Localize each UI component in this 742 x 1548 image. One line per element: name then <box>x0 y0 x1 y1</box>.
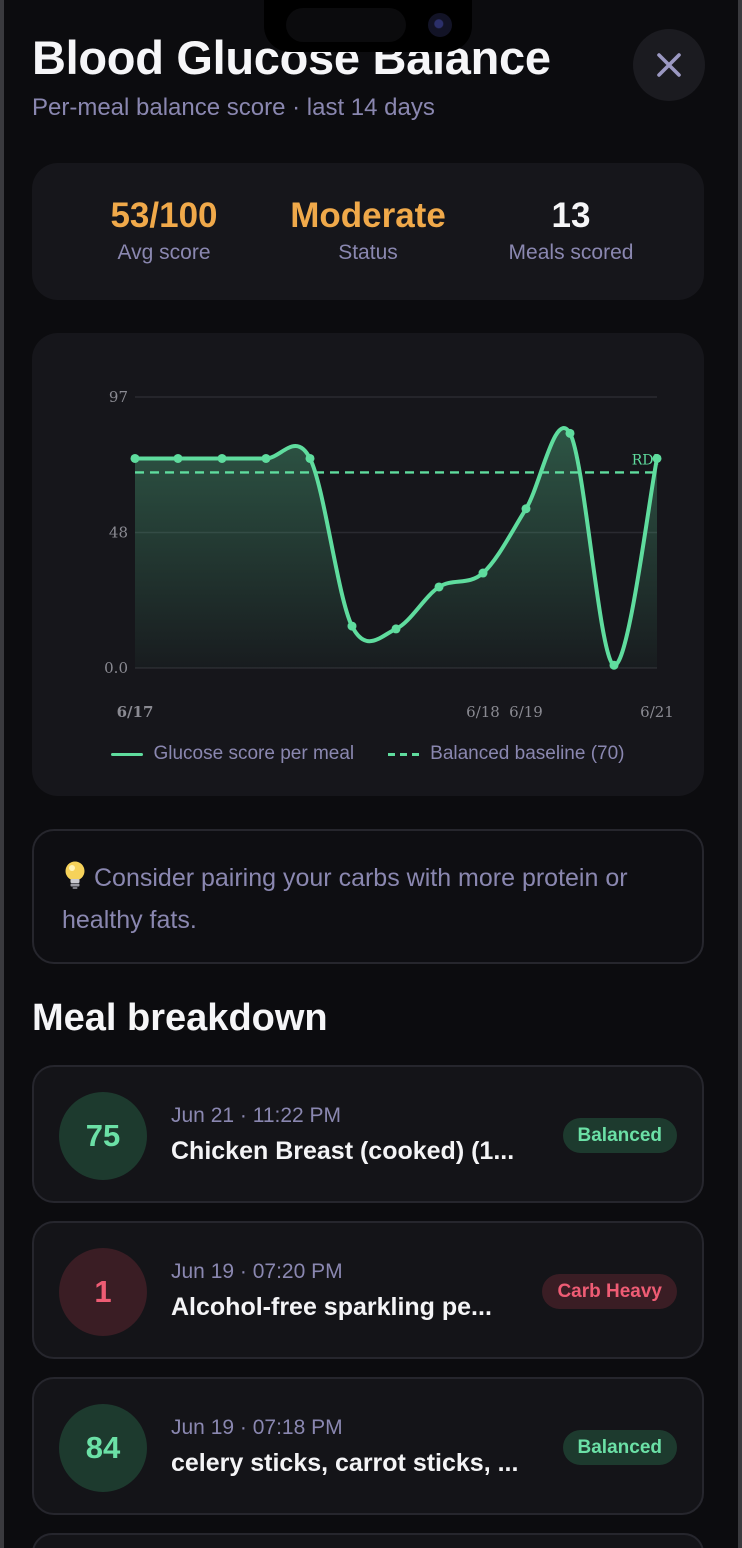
phone-frame-left <box>0 0 4 1548</box>
stat-label: Avg score <box>117 241 211 264</box>
stat-meals-scored: 13 Meals scored <box>461 195 681 265</box>
meal-time: Jun 19 · 07:18 PM <box>171 1416 343 1439</box>
legend-swatch-solid <box>111 752 144 756</box>
legend-item-series: Glucose score per meal <box>111 743 354 765</box>
data-point[interactable] <box>130 453 140 463</box>
series-area <box>135 428 657 668</box>
meal-breakdown-title: Meal breakdown <box>32 997 328 1039</box>
data-point[interactable] <box>652 453 662 463</box>
baseline-label: RDI <box>632 452 659 468</box>
data-point[interactable] <box>217 453 227 463</box>
y-tick-label: 48 <box>109 524 128 542</box>
meal-status-badge: Balanced <box>562 1118 677 1153</box>
meal-score-badge: 1 <box>59 1248 147 1336</box>
series-line <box>133 426 659 668</box>
page-subtitle: Per-meal balance score · last 14 days <box>32 94 435 121</box>
x-tick-label: 6/18 <box>466 703 500 721</box>
glucose-chart-card: RDI 97 48 0.0 6/17 6/18 6/19 6/21 Glucose sco… <box>32 333 704 796</box>
meal-row[interactable]: 1 Jun 19 · 07:20 PM Alcohol-free sparkli… <box>32 1221 704 1359</box>
y-tick-label: 0.0 <box>104 659 128 677</box>
stat-avg-score: 53/100 Avg score <box>54 195 274 265</box>
data-point[interactable] <box>478 568 488 578</box>
legend-item-baseline: Balanced baseline (70) <box>388 743 625 765</box>
meal-row[interactable]: 84 Jun 19 · 07:18 PM celery sticks, carr… <box>32 1377 704 1515</box>
legend-label: Glucose score per meal <box>153 743 355 764</box>
glucose-chart: RDI 97 48 0.0 6/17 6/18 6/19 6/21 <box>104 388 674 721</box>
tip-card: Consider pairing your carbs with more pr… <box>32 829 704 964</box>
meal-row-partial[interactable] <box>32 1533 704 1548</box>
data-point[interactable] <box>347 621 357 631</box>
meal-status-badge: Carb Heavy <box>542 1274 677 1309</box>
meal-row[interactable]: 75 Jun 21 · 11:22 PM Chicken Breast (coo… <box>32 1065 704 1203</box>
stat-status: Moderate Status <box>258 195 478 265</box>
x-tick-label: 6/19 <box>509 703 543 721</box>
phone-frame-right <box>738 0 742 1548</box>
legend-label: Balanced baseline (70) <box>430 743 625 764</box>
meal-status-badge: Balanced <box>562 1430 677 1465</box>
meal-name: Chicken Breast (cooked) (1... <box>171 1137 515 1165</box>
stat-value: 13 <box>551 196 591 235</box>
stat-label: Status <box>338 241 398 264</box>
data-point[interactable] <box>521 504 531 514</box>
data-point[interactable] <box>173 453 183 463</box>
stat-value: 53/100 <box>110 196 218 235</box>
x-tick-label: 6/21 <box>640 703 674 721</box>
tip-text: Consider pairing your carbs with more pr… <box>62 864 628 934</box>
chart-legend: Glucose score per meal Balanced baseline… <box>32 743 704 765</box>
data-point[interactable] <box>609 660 619 670</box>
data-point[interactable] <box>261 453 271 463</box>
close-button[interactable] <box>633 29 705 101</box>
data-point[interactable] <box>305 453 315 463</box>
y-tick-label: 97 <box>109 388 128 406</box>
close-icon <box>657 53 681 77</box>
meal-time: Jun 21 · 11:22 PM <box>171 1104 342 1127</box>
legend-swatch-dashed <box>388 752 421 756</box>
meal-name: Alcohol-free sparkling pe... <box>171 1293 492 1321</box>
meal-score-badge: 84 <box>59 1404 147 1492</box>
stat-value: Moderate <box>290 196 446 235</box>
meal-name: celery sticks, carrot sticks, ... <box>171 1449 519 1477</box>
meal-score-badge: 75 <box>59 1092 147 1180</box>
data-point[interactable] <box>434 582 444 592</box>
stat-label: Meals scored <box>508 241 634 264</box>
dynamic-island <box>264 0 472 52</box>
island-sensor <box>286 8 406 42</box>
lightbulb-icon <box>62 860 88 901</box>
camera-icon <box>428 13 452 37</box>
x-tick-label: 6/17 <box>117 703 154 721</box>
data-point[interactable] <box>391 624 401 634</box>
meal-time: Jun 19 · 07:20 PM <box>171 1260 343 1283</box>
summary-stats-card: 53/100 Avg score Moderate Status 13 Meal… <box>32 163 704 300</box>
data-point[interactable] <box>565 428 575 438</box>
